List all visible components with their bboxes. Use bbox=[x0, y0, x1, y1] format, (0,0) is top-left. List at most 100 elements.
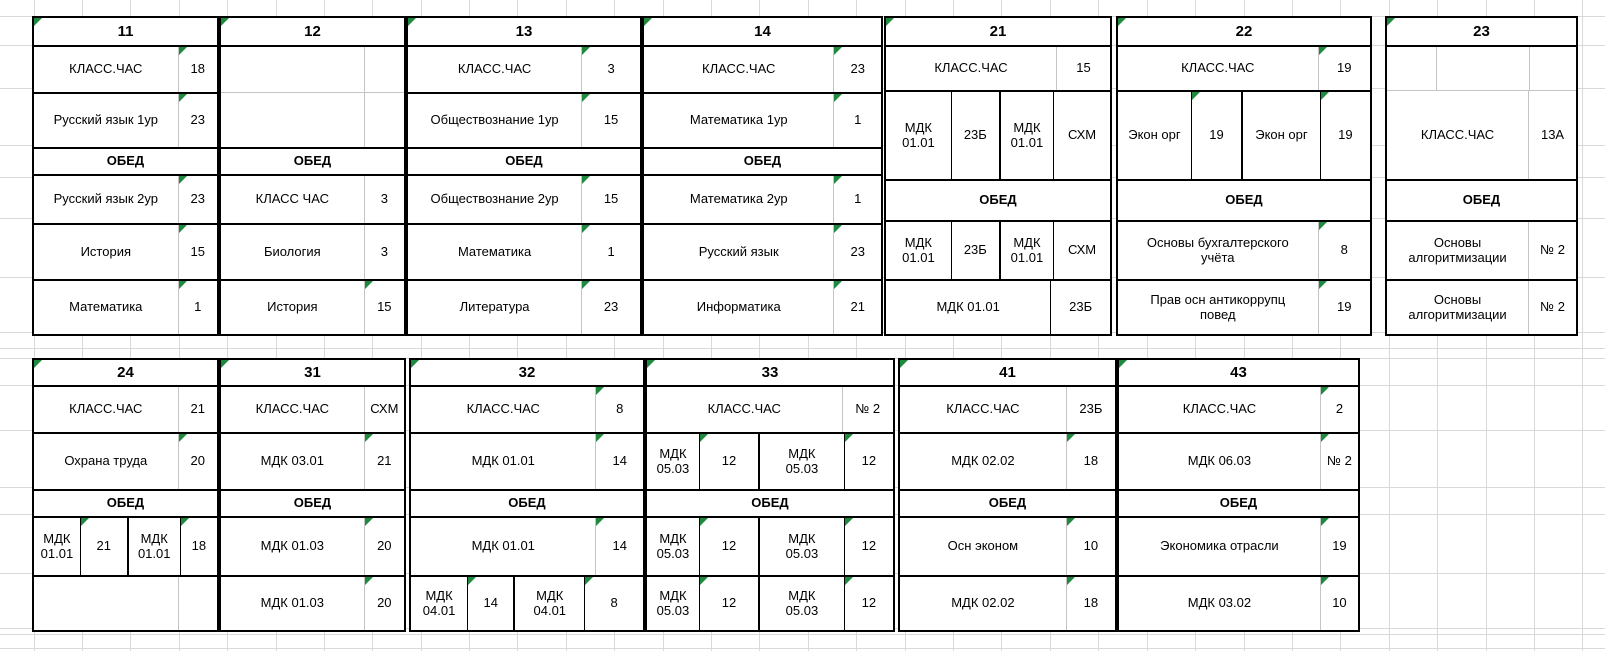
schedule-cell[interactable]: 18 bbox=[1065, 434, 1115, 489]
schedule-cell[interactable]: Математика 1ур bbox=[644, 94, 833, 147]
schedule-cell[interactable]: 3 bbox=[363, 176, 404, 223]
schedule-cell[interactable]: КЛАСС.ЧАС bbox=[34, 387, 178, 432]
schedule-cell[interactable]: МДК 01.03 bbox=[221, 518, 364, 575]
lunch-cell[interactable]: ОБЕД bbox=[1118, 181, 1370, 220]
schedule-cell[interactable]: КЛАСС.ЧАС bbox=[1387, 91, 1528, 179]
schedule-cell[interactable]: СХМ bbox=[1053, 222, 1110, 279]
schedule-cell[interactable] bbox=[34, 577, 178, 630]
schedule-cell[interactable]: 23 bbox=[581, 281, 640, 334]
schedule-cell[interactable]: КЛАСС.ЧАС bbox=[644, 47, 833, 92]
schedule-cell[interactable]: МДК 01.01 bbox=[411, 434, 595, 489]
lunch-cell[interactable]: ОБЕД bbox=[1387, 181, 1576, 220]
schedule-cell[interactable]: 12 bbox=[698, 518, 758, 575]
schedule-cell[interactable]: КЛАСС.ЧАС bbox=[647, 387, 842, 432]
schedule-cell[interactable]: 21 bbox=[833, 281, 881, 334]
lunch-cell[interactable]: ОБЕД bbox=[221, 149, 404, 174]
schedule-cell[interactable]: 19 bbox=[1317, 47, 1370, 90]
schedule-cell[interactable]: 23 bbox=[833, 225, 881, 279]
group-header-23[interactable]: 23 bbox=[1387, 18, 1576, 47]
schedule-cell[interactable]: 1 bbox=[177, 281, 217, 334]
schedule-cell[interactable]: Прав осн антикоррупц повед bbox=[1118, 281, 1318, 334]
schedule-cell[interactable]: МДК 05.03 bbox=[647, 434, 699, 489]
schedule-cell[interactable]: 12 bbox=[843, 518, 893, 575]
schedule-cell[interactable]: 20 bbox=[177, 434, 217, 489]
schedule-cell[interactable]: 14 bbox=[595, 518, 643, 575]
schedule-cell[interactable]: 12 bbox=[843, 577, 893, 630]
schedule-cell[interactable]: 21 bbox=[177, 387, 217, 432]
schedule-cell[interactable]: Математика bbox=[408, 225, 581, 279]
schedule-cell[interactable]: Экон орг bbox=[1241, 92, 1320, 179]
schedule-cell[interactable]: Осн эконом bbox=[900, 518, 1066, 575]
schedule-cell[interactable]: МДК 05.03 bbox=[758, 434, 844, 489]
schedule-cell[interactable]: 12 bbox=[698, 434, 758, 489]
group-header-33[interactable]: 33 bbox=[647, 360, 893, 387]
schedule-cell[interactable]: 15 bbox=[363, 281, 404, 334]
schedule-cell[interactable] bbox=[1436, 47, 1529, 90]
schedule-cell[interactable]: КЛАСС.ЧАС bbox=[221, 387, 364, 432]
schedule-cell[interactable]: 10 bbox=[1319, 577, 1358, 630]
schedule-cell[interactable]: МДК 05.03 bbox=[647, 518, 699, 575]
schedule-cell[interactable]: 23Б bbox=[1065, 387, 1115, 432]
schedule-cell[interactable]: МДК 01.01 bbox=[998, 92, 1053, 179]
lunch-cell[interactable]: ОБЕД bbox=[900, 491, 1115, 516]
group-header-43[interactable]: 43 bbox=[1119, 360, 1358, 387]
schedule-cell[interactable]: МДК 01.03 bbox=[221, 577, 364, 630]
schedule-cell[interactable]: История bbox=[221, 281, 364, 334]
schedule-cell[interactable]: КЛАСС.ЧАС bbox=[1119, 387, 1320, 432]
schedule-cell[interactable]: 23 bbox=[177, 176, 217, 223]
lunch-cell[interactable]: ОБЕД bbox=[34, 491, 217, 516]
schedule-cell[interactable]: История bbox=[34, 225, 178, 279]
schedule-cell[interactable]: Биология bbox=[221, 225, 364, 279]
schedule-cell[interactable]: МДК 01.01 bbox=[886, 281, 1050, 334]
schedule-cell[interactable]: МДК 01.01 bbox=[886, 222, 951, 279]
schedule-cell[interactable]: 18 bbox=[177, 47, 217, 92]
schedule-cell[interactable]: Математика 2ур bbox=[644, 176, 833, 223]
schedule-cell[interactable]: МДК 04.01 bbox=[411, 577, 467, 630]
schedule-cell[interactable]: МДК 05.03 bbox=[647, 577, 699, 630]
schedule-cell[interactable]: 19 bbox=[1319, 92, 1370, 179]
schedule-cell[interactable]: № 2 bbox=[1528, 222, 1576, 279]
schedule-cell[interactable]: 23 bbox=[177, 94, 217, 147]
schedule-cell[interactable]: МДК 01.01 bbox=[126, 518, 180, 575]
schedule-cell[interactable]: СХМ bbox=[1053, 92, 1110, 179]
schedule-cell[interactable]: МДК 01.01 bbox=[411, 518, 595, 575]
lunch-cell[interactable]: ОБЕД bbox=[411, 491, 643, 516]
schedule-cell[interactable]: 3 bbox=[581, 47, 640, 92]
schedule-cell[interactable]: МДК 06.03 bbox=[1119, 434, 1320, 489]
schedule-cell[interactable]: 18 bbox=[1065, 577, 1115, 630]
group-header-24[interactable]: 24 bbox=[34, 360, 217, 387]
schedule-cell[interactable]: Основы бухгалтерского учёта bbox=[1118, 222, 1318, 279]
schedule-cell[interactable]: 8 bbox=[595, 387, 643, 432]
schedule-cell[interactable]: 23 bbox=[833, 47, 881, 92]
schedule-cell[interactable]: 12 bbox=[698, 577, 758, 630]
schedule-cell[interactable]: 1 bbox=[581, 225, 640, 279]
schedule-cell[interactable]: Обществознание 2ур bbox=[408, 176, 581, 223]
group-header-41[interactable]: 41 bbox=[900, 360, 1115, 387]
schedule-cell[interactable]: Русский язык 2ур bbox=[34, 176, 178, 223]
lunch-cell[interactable]: ОБЕД bbox=[408, 149, 640, 174]
schedule-cell[interactable] bbox=[221, 93, 364, 147]
schedule-cell[interactable]: МДК 05.03 bbox=[758, 518, 844, 575]
schedule-cell[interactable]: 15 bbox=[581, 94, 640, 147]
schedule-cell[interactable]: МДК 02.02 bbox=[900, 577, 1066, 630]
schedule-cell[interactable]: 15 bbox=[177, 225, 217, 279]
schedule-cell[interactable]: МДК 01.01 bbox=[886, 92, 951, 179]
schedule-cell[interactable]: 19 bbox=[1319, 518, 1358, 575]
schedule-cell[interactable]: 18 bbox=[179, 518, 217, 575]
schedule-cell[interactable] bbox=[363, 47, 404, 92]
schedule-cell[interactable]: КЛАСС.ЧАС bbox=[1118, 47, 1318, 90]
schedule-cell[interactable]: МДК 01.01 bbox=[998, 222, 1053, 279]
schedule-cell[interactable] bbox=[1529, 47, 1576, 90]
schedule-cell[interactable]: 20 bbox=[363, 518, 404, 575]
lunch-cell[interactable]: ОБЕД bbox=[886, 181, 1110, 220]
schedule-cell[interactable]: 3 bbox=[363, 225, 404, 279]
schedule-cell[interactable]: КЛАСС.ЧАС bbox=[886, 47, 1056, 90]
group-header-22[interactable]: 22 bbox=[1118, 18, 1370, 47]
schedule-cell[interactable]: МДК 01.01 bbox=[34, 518, 80, 575]
schedule-cell[interactable]: 21 bbox=[363, 434, 404, 489]
schedule-cell[interactable]: 1 bbox=[833, 176, 881, 223]
schedule-cell[interactable]: 19 bbox=[1317, 281, 1370, 334]
schedule-cell[interactable]: 1 bbox=[833, 94, 881, 147]
schedule-cell[interactable]: Математика bbox=[34, 281, 178, 334]
schedule-cell[interactable]: 12 bbox=[843, 434, 893, 489]
